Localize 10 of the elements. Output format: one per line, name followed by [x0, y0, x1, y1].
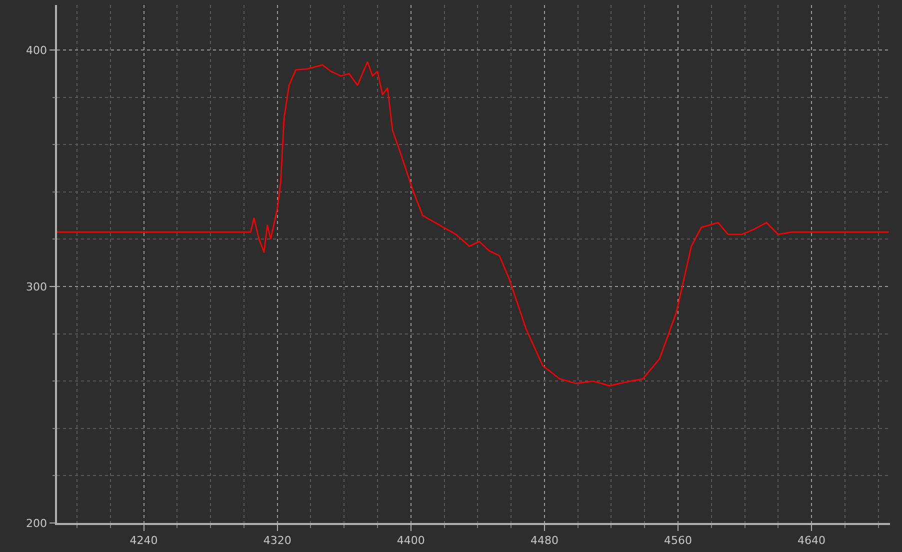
x-tick-label: 4400: [396, 534, 425, 547]
y-tick-label: 200: [26, 516, 48, 530]
x-tick-label: 4640: [798, 534, 826, 547]
x-tick-label: 4480: [530, 534, 558, 547]
x-tick-label: 4560: [664, 534, 692, 547]
line-series: [57, 61, 889, 386]
x-tick-label: 4320: [263, 534, 292, 547]
x-tick-label: 4240: [130, 534, 158, 547]
y-tick-label: 400: [26, 44, 48, 57]
y-tick-label: 300: [26, 280, 48, 294]
